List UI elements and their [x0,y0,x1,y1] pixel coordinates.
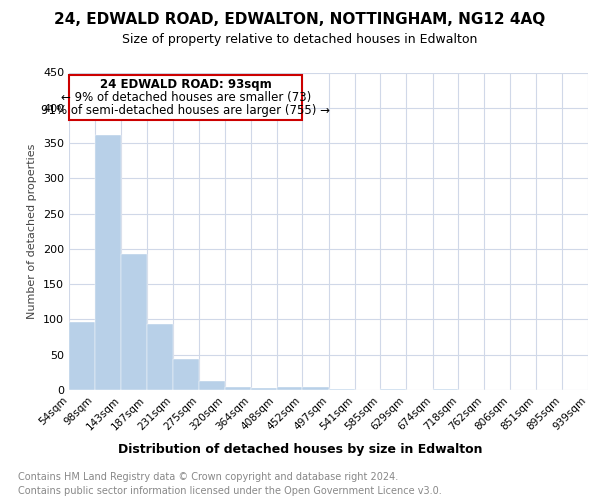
Bar [199,381,225,390]
FancyBboxPatch shape [69,74,302,120]
Bar [121,254,147,390]
Text: Distribution of detached houses by size in Edwalton: Distribution of detached houses by size … [118,442,482,456]
Y-axis label: Number of detached properties: Number of detached properties [28,144,37,319]
Text: Size of property relative to detached houses in Edwalton: Size of property relative to detached ho… [122,32,478,46]
Text: 24, EDWALD ROAD, EDWALTON, NOTTINGHAM, NG12 4AQ: 24, EDWALD ROAD, EDWALTON, NOTTINGHAM, N… [55,12,545,28]
Text: 24 EDWALD ROAD: 93sqm: 24 EDWALD ROAD: 93sqm [100,78,272,91]
Bar [69,322,95,390]
Bar [147,324,173,390]
Text: Contains public sector information licensed under the Open Government Licence v3: Contains public sector information licen… [18,486,442,496]
Bar [173,359,199,390]
Bar [95,134,121,390]
Bar [302,387,329,390]
Text: 91% of semi-detached houses are larger (755) →: 91% of semi-detached houses are larger (… [41,104,330,118]
Bar [225,387,251,390]
Bar [251,388,277,390]
Text: Contains HM Land Registry data © Crown copyright and database right 2024.: Contains HM Land Registry data © Crown c… [18,472,398,482]
Bar [277,387,302,390]
Text: ← 9% of detached houses are smaller (73): ← 9% of detached houses are smaller (73) [61,91,311,104]
Bar [380,388,406,390]
